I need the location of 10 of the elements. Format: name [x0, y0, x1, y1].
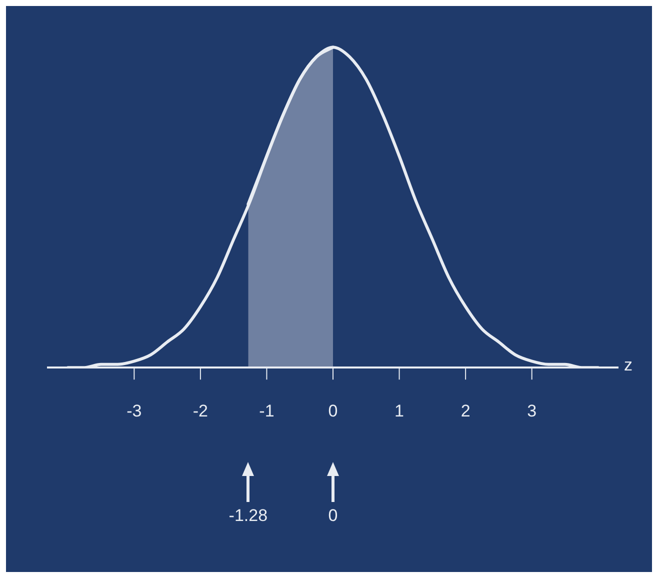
x-tick-label: 1 — [394, 401, 404, 420]
x-tick-label: 0 — [328, 401, 338, 420]
x-tick-label: 3 — [527, 401, 537, 420]
x-axis-title: z — [624, 355, 632, 374]
x-tick-label: -3 — [126, 401, 142, 420]
text: 0 — [328, 506, 338, 526]
text: -1.28 — [228, 506, 268, 526]
x-tick-label: -1 — [259, 401, 274, 420]
x-tick-label: -2 — [192, 401, 208, 420]
x-tick-label: 2 — [460, 401, 470, 420]
